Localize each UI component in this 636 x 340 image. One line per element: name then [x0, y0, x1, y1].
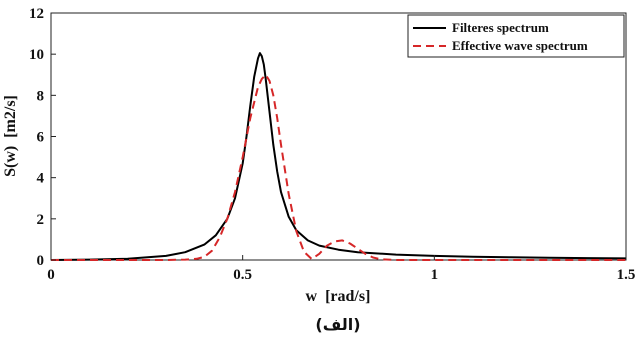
- y-axis-label: S(w) [m2/s]: [2, 95, 19, 177]
- y-tick-label: 6: [37, 130, 45, 146]
- x-tick-label: 1.5: [617, 267, 636, 283]
- x-tick-label: 1: [431, 267, 439, 283]
- figure-caption: (الف): [315, 315, 360, 334]
- legend-label-filteres-spectrum: Filteres spectrum: [452, 20, 549, 35]
- tick-layer: 0 0.5 1 1.5 0 2 4 6 8 10 12: [29, 6, 635, 283]
- x-axis-label: w [rad/s]: [306, 288, 371, 305]
- legend-box: [407, 14, 625, 58]
- x-tick-label: 0: [47, 267, 55, 283]
- legend: Filteres spectrum Effective wave spectru…: [407, 14, 625, 58]
- series-layer: [50, 52, 627, 261]
- y-tick-label: 0: [37, 253, 45, 269]
- legend-label-effective-wave-spectrum: Effective wave spectrum: [452, 38, 588, 53]
- y-tick-label: 4: [37, 171, 45, 187]
- x-tick-label: 0.5: [233, 267, 252, 283]
- y-tick-label: 2: [37, 212, 45, 228]
- series-line-filteres-spectrum: [50, 52, 627, 261]
- y-tick-label: 8: [37, 88, 45, 104]
- y-tick-label: 12: [29, 6, 44, 22]
- series-line-effective-wave-spectrum: [51, 73, 626, 261]
- y-tick-label: 10: [29, 47, 44, 63]
